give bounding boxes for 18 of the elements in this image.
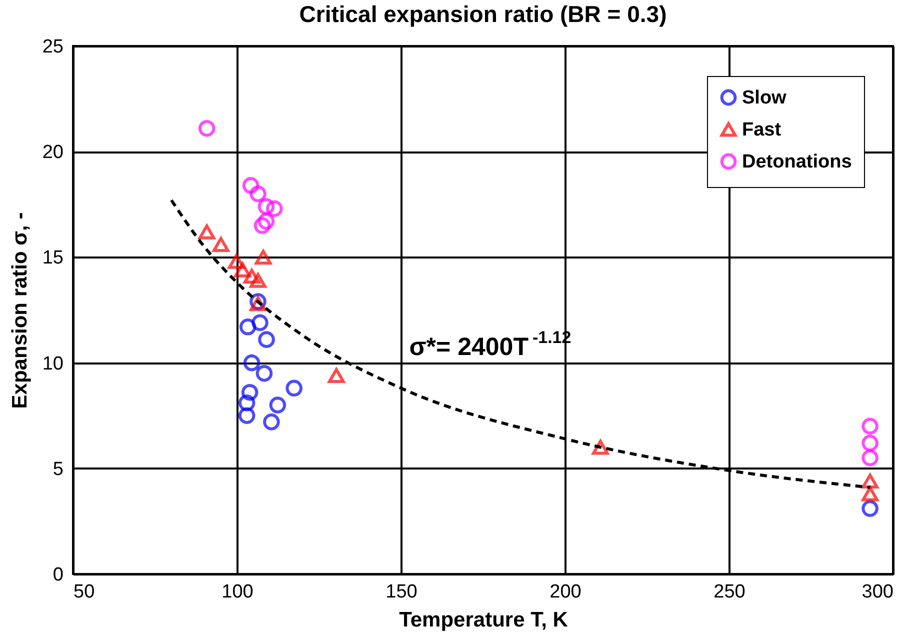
legend-label: Slow [742,88,787,108]
y-tick-label: 0 [52,564,64,586]
y-tick-label: 25 [42,36,64,58]
x-tick-label: 150 [386,582,418,602]
y-axis-title: Expansion ratio σ, - [8,212,32,409]
x-tick-label: 50 [74,582,95,602]
x-axis-title: Temperature T, K [399,608,568,632]
y-tick-label: 10 [42,353,64,374]
y-tick-label: 20 [42,142,64,164]
x-tick-label: 250 [714,582,746,602]
legend-label: Fast [742,120,782,140]
y-tick-label: 15 [42,248,64,269]
legend-label: Detonations [742,152,852,172]
chart-title: Critical expansion ratio (BR = 0.3) [299,1,667,27]
x-tick-label: 100 [222,582,254,602]
y-tick-label: 5 [52,458,64,480]
x-tick-label: 300 [862,582,894,602]
x-tick-label: 200 [550,582,582,602]
